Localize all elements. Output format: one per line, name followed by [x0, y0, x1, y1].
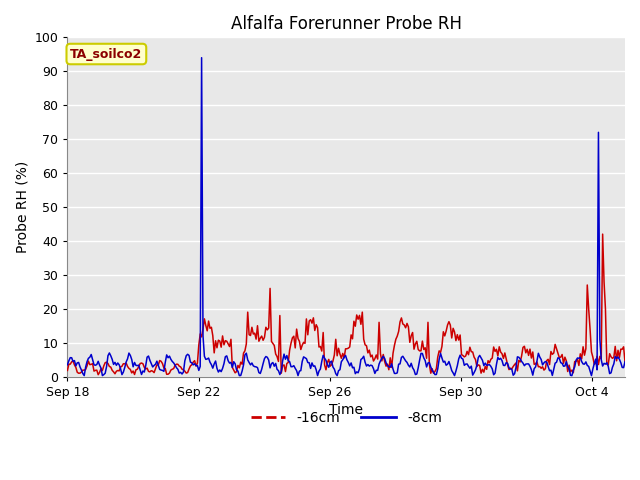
Legend: -16cm, -8cm: -16cm, -8cm	[245, 406, 447, 431]
Title: Alfalfa Forerunner Probe RH: Alfalfa Forerunner Probe RH	[231, 15, 461, 33]
Y-axis label: Probe RH (%): Probe RH (%)	[15, 161, 29, 253]
Text: TA_soilco2: TA_soilco2	[70, 48, 143, 60]
X-axis label: Time: Time	[329, 403, 364, 417]
